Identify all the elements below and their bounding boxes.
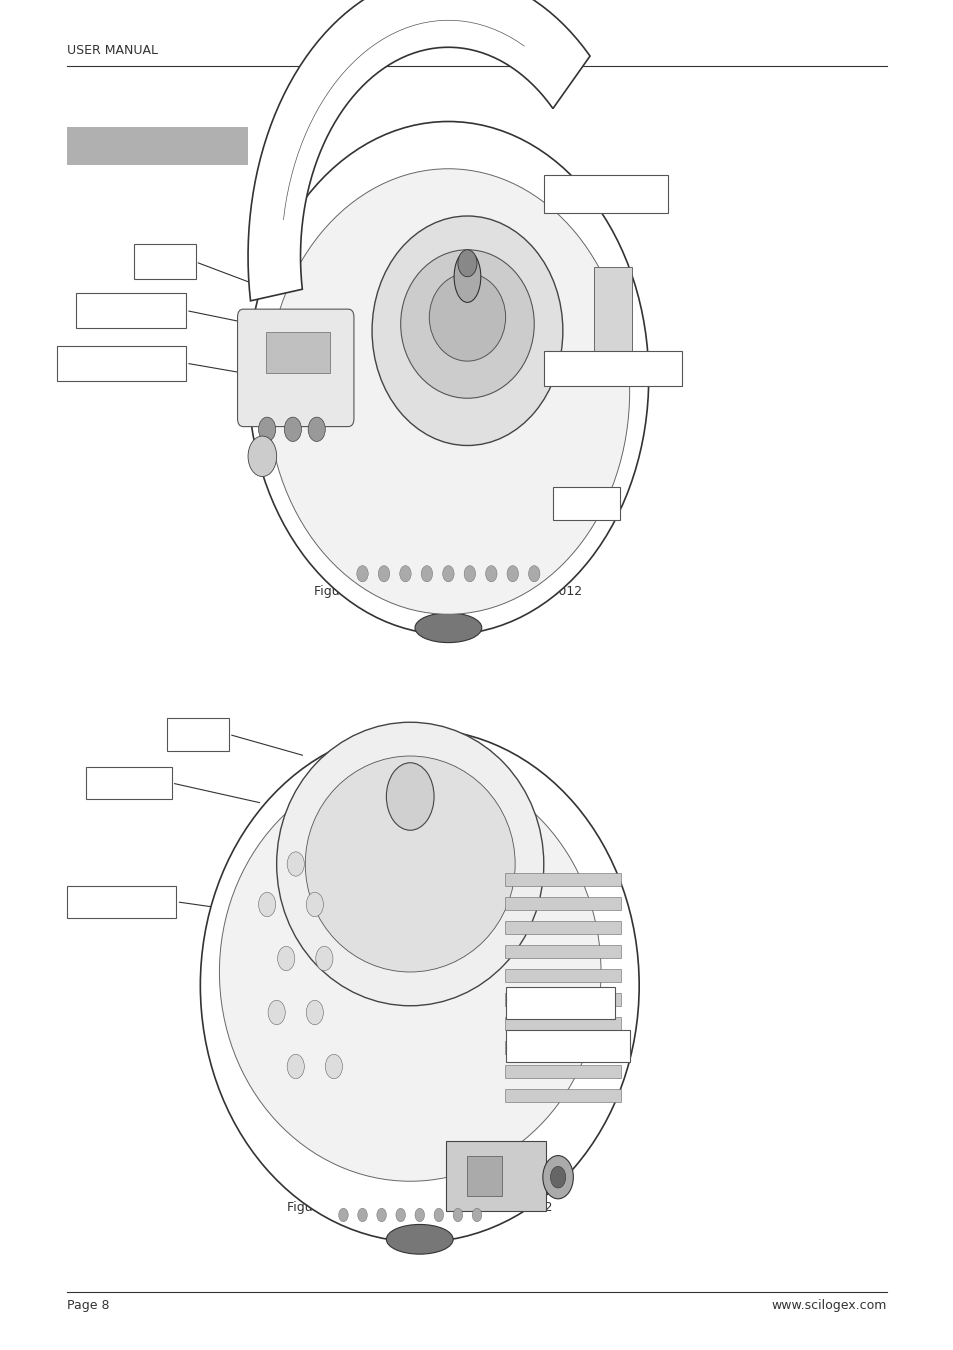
FancyBboxPatch shape <box>446 1141 545 1211</box>
Circle shape <box>377 566 389 582</box>
Circle shape <box>325 1054 342 1079</box>
Ellipse shape <box>372 216 562 446</box>
Circle shape <box>248 436 276 477</box>
Bar <box>543 176 667 213</box>
Ellipse shape <box>267 169 629 614</box>
FancyBboxPatch shape <box>505 1041 620 1054</box>
FancyBboxPatch shape <box>466 1156 501 1196</box>
Circle shape <box>528 566 539 582</box>
Circle shape <box>306 892 323 917</box>
FancyBboxPatch shape <box>505 1065 620 1079</box>
Circle shape <box>338 1208 348 1222</box>
Circle shape <box>542 1156 573 1199</box>
Text: Figure 5.1   Front view of centrifuge D2012: Figure 5.1 Front view of centrifuge D201… <box>314 585 582 598</box>
Ellipse shape <box>276 722 543 1006</box>
Ellipse shape <box>415 613 481 643</box>
Circle shape <box>550 1166 565 1188</box>
FancyBboxPatch shape <box>594 267 631 360</box>
Text: Page 8: Page 8 <box>67 1299 110 1312</box>
Bar <box>76 293 186 328</box>
Circle shape <box>268 1000 285 1025</box>
Circle shape <box>308 417 325 441</box>
Circle shape <box>472 1208 481 1222</box>
Ellipse shape <box>386 1224 453 1254</box>
Circle shape <box>306 1000 323 1025</box>
Ellipse shape <box>429 273 505 362</box>
Circle shape <box>357 1208 367 1222</box>
Polygon shape <box>248 0 589 301</box>
Text: Figure 5.2   Rear view of centrifuge D2012: Figure 5.2 Rear view of centrifuge D2012 <box>287 1202 552 1215</box>
Circle shape <box>421 566 432 582</box>
FancyBboxPatch shape <box>237 309 354 427</box>
FancyBboxPatch shape <box>505 873 620 886</box>
Bar <box>86 767 172 799</box>
Bar <box>167 718 229 751</box>
Circle shape <box>442 566 454 582</box>
FancyBboxPatch shape <box>505 1088 620 1102</box>
Bar <box>67 127 248 165</box>
Circle shape <box>258 417 275 441</box>
Circle shape <box>415 1208 424 1222</box>
FancyBboxPatch shape <box>505 969 620 983</box>
FancyBboxPatch shape <box>505 921 620 934</box>
Bar <box>57 346 186 381</box>
Bar <box>505 1030 629 1062</box>
Circle shape <box>386 763 434 830</box>
Circle shape <box>457 250 476 277</box>
Circle shape <box>506 566 518 582</box>
Circle shape <box>399 566 411 582</box>
Circle shape <box>463 566 475 582</box>
Circle shape <box>453 1208 462 1222</box>
Circle shape <box>287 852 304 876</box>
Bar <box>543 351 681 386</box>
Bar <box>133 244 195 279</box>
Circle shape <box>485 566 497 582</box>
FancyBboxPatch shape <box>505 992 620 1006</box>
Ellipse shape <box>305 756 515 972</box>
FancyBboxPatch shape <box>505 1017 620 1030</box>
Text: www.scilogex.com: www.scilogex.com <box>771 1299 886 1312</box>
Circle shape <box>277 946 294 971</box>
Circle shape <box>434 1208 443 1222</box>
Bar <box>505 987 615 1019</box>
Circle shape <box>376 1208 386 1222</box>
Circle shape <box>284 417 301 441</box>
Bar <box>553 487 619 520</box>
Circle shape <box>356 566 368 582</box>
Bar <box>67 886 176 918</box>
Ellipse shape <box>219 763 600 1181</box>
Text: USER MANUAL: USER MANUAL <box>67 43 157 57</box>
Ellipse shape <box>454 251 480 302</box>
Circle shape <box>395 1208 405 1222</box>
FancyBboxPatch shape <box>266 332 330 373</box>
Ellipse shape <box>400 250 534 398</box>
FancyBboxPatch shape <box>505 945 620 958</box>
FancyBboxPatch shape <box>505 896 620 910</box>
Ellipse shape <box>200 729 639 1242</box>
Circle shape <box>258 892 275 917</box>
Ellipse shape <box>248 122 648 634</box>
Circle shape <box>315 946 333 971</box>
Circle shape <box>287 1054 304 1079</box>
